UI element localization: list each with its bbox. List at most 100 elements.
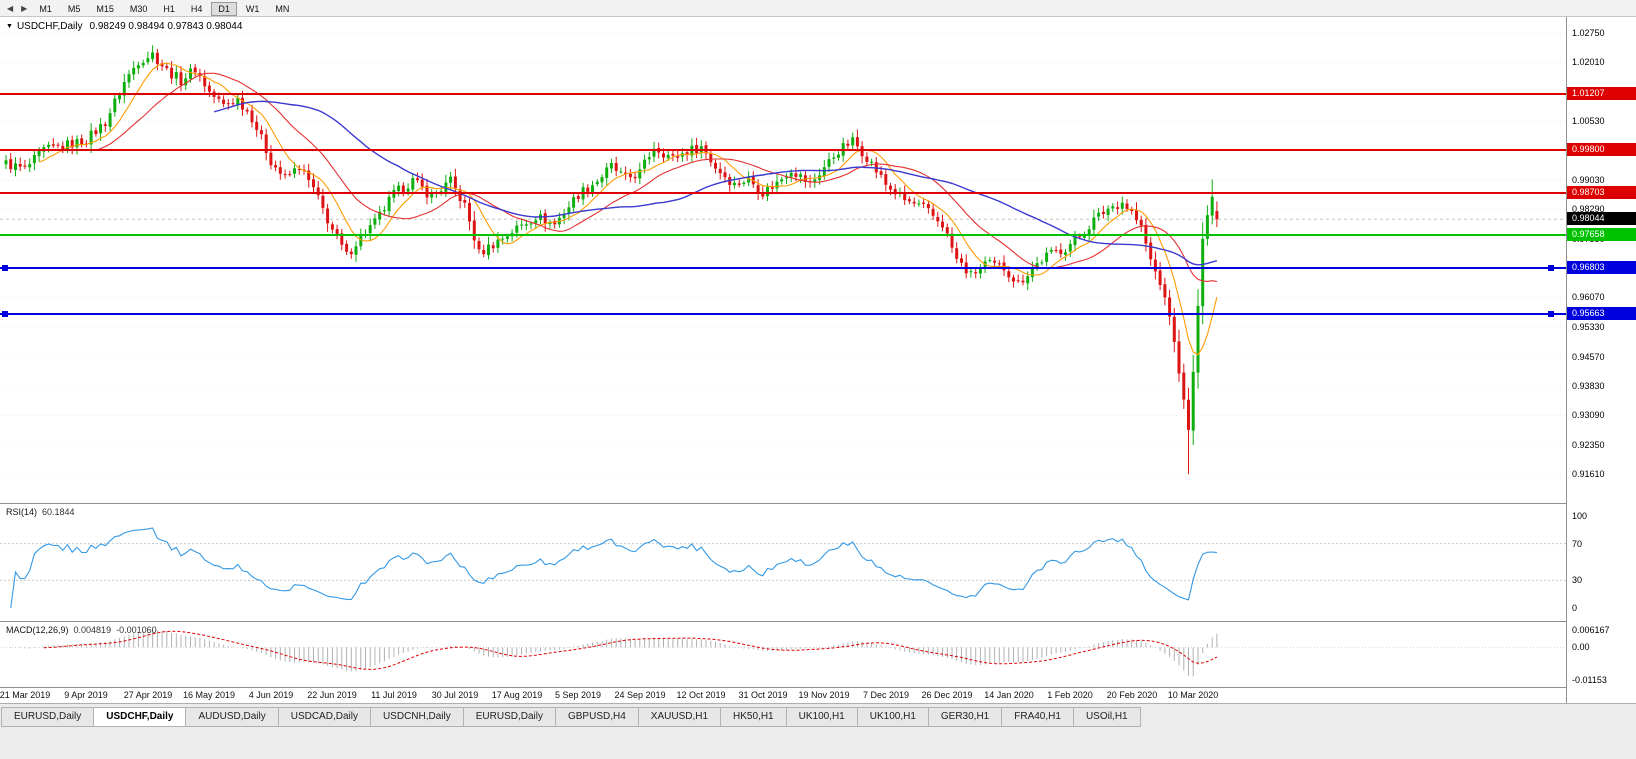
macd-pane[interactable] <box>0 622 1566 687</box>
rsi-tick-label: 0 <box>1572 603 1578 613</box>
date-label: 26 Dec 2019 <box>921 690 973 700</box>
date-label: 5 Sep 2019 <box>554 690 602 700</box>
level-line-0.98703[interactable] <box>0 192 1566 194</box>
date-label: 7 Dec 2019 <box>862 690 910 700</box>
tab-usdcnh-daily[interactable]: USDCNH,Daily <box>369 707 464 727</box>
pane-separator[interactable] <box>0 621 1636 622</box>
tab-usdchf-daily[interactable]: USDCHF,Daily <box>93 707 187 727</box>
date-label: 4 Jun 2019 <box>248 690 294 700</box>
level-line-1.01207[interactable] <box>0 93 1566 95</box>
tab-eurusd-daily[interactable]: EURUSD,Daily <box>1 707 95 727</box>
level-line-0.96803[interactable] <box>0 267 1566 269</box>
price-tick-label: 0.93830 <box>1572 381 1605 391</box>
rsi-tick-label: 30 <box>1572 575 1583 585</box>
price-axis[interactable]: 1.027501.020101.012701.005300.997900.990… <box>1567 17 1636 703</box>
date-label: 16 May 2019 <box>182 690 236 700</box>
pane-separator <box>0 687 1636 688</box>
chart-ohlc-values: 0.98249 0.98494 0.97843 0.98044 <box>89 21 243 32</box>
price-badge-0.97658: 0.97658 <box>1567 228 1636 241</box>
date-label: 22 Jun 2019 <box>307 690 357 700</box>
macd-signal-value: -0.001060 <box>116 625 157 635</box>
price-tick-label: 1.02010 <box>1572 57 1605 67</box>
macd-tick-label: 0.00 <box>1572 642 1590 652</box>
macd-indicator-label: MACD(12,26,9) 0.004819 -0.001060 <box>6 625 157 635</box>
chart-tabs: EURUSD,Daily USDCHF,Daily AUDUSD,Daily USDC… <box>1 706 1636 727</box>
date-label: 9 Apr 2019 <box>64 690 108 700</box>
date-label: 24 Sep 2019 <box>614 690 666 700</box>
line-handle[interactable] <box>2 311 8 317</box>
tab-fra40-h1[interactable]: FRA40,H1 <box>1001 707 1074 727</box>
price-tick-label: 0.95330 <box>1572 322 1605 332</box>
price-tick-label: 1.00530 <box>1572 116 1605 126</box>
timeframe-button-w1[interactable]: W1 <box>245 4 260 14</box>
timeframe-button-h4[interactable]: H4 <box>190 4 203 14</box>
tab-audusd-daily[interactable]: AUDUSD,Daily <box>185 707 279 727</box>
price-tick-label: 0.92350 <box>1572 440 1605 450</box>
macd-name: MACD(12,26,9) <box>6 625 69 635</box>
price-axis-separator <box>1566 17 1567 703</box>
timeframe-button-m1[interactable]: M1 <box>39 4 52 14</box>
tab-gbpusd-h4[interactable]: GBPUSD,H4 <box>554 707 639 727</box>
timeframe-button-h1[interactable]: H1 <box>163 4 175 14</box>
timeframe-toolbar: ◀ ▶ M1 M5 M15 M30 H1 H4 D1 W1 MN <box>0 0 1636 17</box>
scroll-left-icon[interactable]: ◀ <box>7 3 14 13</box>
date-label: 11 Jul 2019 <box>371 690 417 700</box>
price-tick-label: 0.94570 <box>1572 352 1605 362</box>
line-handle[interactable] <box>1548 311 1554 317</box>
timeframe-button-m30[interactable]: M30 <box>129 4 148 14</box>
date-label: 1 Feb 2020 <box>1047 690 1093 700</box>
price-badge-0.96803: 0.96803 <box>1567 261 1636 274</box>
rsi-indicator-label: RSI(14) 60.1844 <box>6 507 75 517</box>
macd-main-value: 0.004819 <box>73 625 112 635</box>
price-tick-label: 1.02750 <box>1572 28 1605 38</box>
date-label: 17 Aug 2019 <box>491 690 543 700</box>
date-label: 21 Mar 2019 <box>0 690 51 700</box>
rsi-value: 60.1844 <box>42 507 75 517</box>
price-badge-1.01207: 1.01207 <box>1567 87 1636 100</box>
tab-hk50-h1[interactable]: HK50,H1 <box>720 707 787 727</box>
timeframe-button-m15[interactable]: M15 <box>96 4 114 14</box>
date-label: 27 Apr 2019 <box>123 690 173 700</box>
date-label: 10 Mar 2020 <box>1167 690 1219 700</box>
price-tick-label: 0.91610 <box>1572 469 1605 479</box>
tab-usoil-h1[interactable]: USOil,H1 <box>1072 707 1141 727</box>
date-label: 12 Oct 2019 <box>676 690 726 700</box>
chart-title: ▼ USDCHF,Daily 0.98249 0.98494 0.97843 0.9… <box>6 21 242 32</box>
time-axis[interactable]: 21 Mar 2019 9 Apr 2019 27 Apr 2019 16 May 2… <box>0 688 1566 703</box>
scroll-right-icon[interactable]: ▶ <box>21 3 28 13</box>
price-badge-0.98703: 0.98703 <box>1567 186 1636 199</box>
chart-window: ▼ USDCHF,Daily 0.98249 0.98494 0.97843 0.9… <box>0 17 1636 703</box>
pane-separator[interactable] <box>0 503 1636 504</box>
line-handle[interactable] <box>2 265 8 271</box>
tab-eurusd-daily[interactable]: EURUSD,Daily <box>462 707 556 727</box>
price-badge-0.95663: 0.95663 <box>1567 307 1636 320</box>
levels-layer <box>0 17 1566 503</box>
level-line-0.97658[interactable] <box>0 234 1566 236</box>
price-tick-label: 0.99030 <box>1572 175 1605 185</box>
tab-uk100-h1[interactable]: UK100,H1 <box>785 707 858 727</box>
level-line-0.99800[interactable] <box>0 149 1566 151</box>
price-tick-label: 0.93090 <box>1572 410 1605 420</box>
rsi-tick-label: 70 <box>1572 539 1583 549</box>
level-line-0.95663[interactable] <box>0 313 1566 315</box>
tab-ger30-h1[interactable]: GER30,H1 <box>927 707 1003 727</box>
rsi-pane[interactable] <box>0 504 1566 621</box>
price-badge-0.99800: 0.99800 <box>1567 143 1636 156</box>
chart-symbol-period: USDCHF,Daily <box>16 21 83 32</box>
timeframe-button-m5[interactable]: M5 <box>67 4 81 14</box>
tab-uk100-h1[interactable]: UK100,H1 <box>856 707 929 727</box>
rsi-tick-label: 100 <box>1572 511 1588 521</box>
macd-tick-label: 0.006167 <box>1572 625 1610 635</box>
line-handle[interactable] <box>1548 265 1554 271</box>
timeframe-button-d1[interactable]: D1 <box>211 2 237 16</box>
price-tick-label: 0.96070 <box>1572 292 1605 302</box>
date-label: 31 Oct 2019 <box>738 690 788 700</box>
timeframe-buttons: M1 M5 M15 M30 H1 H4 D1 W1 MN <box>31 0 297 17</box>
date-label: 14 Jan 2020 <box>984 690 1034 700</box>
date-label: 30 Jul 2019 <box>431 690 479 700</box>
current-price-badge: 0.98044 <box>1567 212 1636 225</box>
tab-xauusd-h1[interactable]: XAUUSD,H1 <box>637 707 722 727</box>
timeframe-button-mn[interactable]: MN <box>275 4 290 14</box>
tab-usdcad-daily[interactable]: USDCAD,Daily <box>277 707 371 727</box>
chart-marker-icon: ▼ <box>6 23 13 30</box>
